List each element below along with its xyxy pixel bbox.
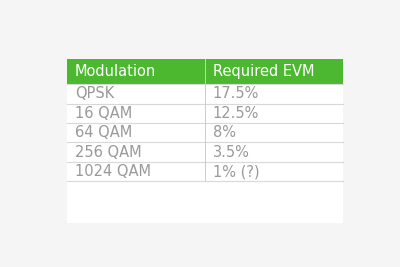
FancyBboxPatch shape <box>67 104 205 123</box>
Text: 256 QAM: 256 QAM <box>75 145 142 160</box>
Text: 17.5%: 17.5% <box>213 87 259 101</box>
Text: 8%: 8% <box>213 125 236 140</box>
FancyBboxPatch shape <box>67 123 205 143</box>
FancyBboxPatch shape <box>67 84 205 104</box>
FancyBboxPatch shape <box>67 59 343 223</box>
Text: 12.5%: 12.5% <box>213 106 259 121</box>
FancyBboxPatch shape <box>205 123 343 143</box>
Text: QPSK: QPSK <box>75 87 114 101</box>
FancyBboxPatch shape <box>205 84 343 104</box>
FancyBboxPatch shape <box>67 59 205 84</box>
Text: 3.5%: 3.5% <box>213 145 250 160</box>
Text: 1% (?): 1% (?) <box>213 164 259 179</box>
FancyBboxPatch shape <box>205 104 343 123</box>
Text: Modulation: Modulation <box>75 64 156 79</box>
FancyBboxPatch shape <box>205 143 343 162</box>
Text: 64 QAM: 64 QAM <box>75 125 132 140</box>
FancyBboxPatch shape <box>67 162 205 181</box>
Text: Required EVM: Required EVM <box>213 64 314 79</box>
FancyBboxPatch shape <box>67 143 205 162</box>
Text: 16 QAM: 16 QAM <box>75 106 132 121</box>
FancyBboxPatch shape <box>205 162 343 181</box>
FancyBboxPatch shape <box>205 59 343 84</box>
Text: 1024 QAM: 1024 QAM <box>75 164 151 179</box>
